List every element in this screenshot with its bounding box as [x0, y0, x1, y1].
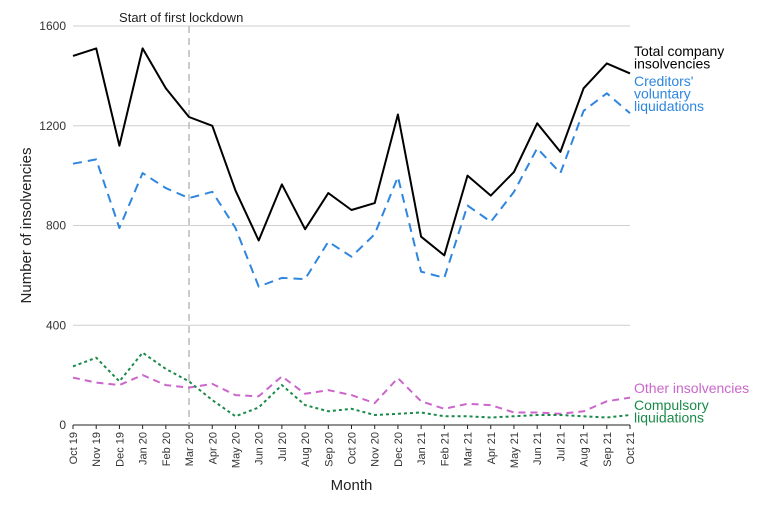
x-tick-label: Nov 20	[370, 432, 382, 467]
x-axis-title: Month	[331, 477, 373, 494]
y-tick-label: 0	[59, 418, 66, 432]
y-tick-label: 1600	[39, 19, 66, 33]
x-tick-label: Jul 21	[555, 432, 567, 461]
x-tick-label: Jan 20	[138, 432, 150, 465]
series-label: Other insolvencies	[634, 380, 749, 396]
x-tick-label: Aug 21	[579, 432, 591, 467]
y-axis-ticks: 0 400 800 1200 1600	[39, 19, 66, 432]
x-tick-label: Dec 20	[393, 432, 405, 467]
series-line-compulsory-liquidations	[72, 351, 631, 419]
lockdown-annotation: Start of first lockdown	[119, 10, 243, 425]
x-tick-label: Oct 20	[347, 432, 359, 464]
x-tick-label: Apr 20	[207, 432, 219, 464]
lockdown-annotation-label: Start of first lockdown	[119, 10, 243, 25]
x-tick-label: Feb 20	[161, 432, 173, 466]
x-tick-label: Dec 19	[114, 432, 126, 467]
x-tick-label: Jul 20	[277, 432, 289, 461]
x-tick-label: Feb 21	[439, 432, 451, 466]
series-label: Creditors' voluntary liquidations	[634, 73, 704, 114]
x-axis-ticks: Oct 19 Nov 19 Dec 19 Jan 20 Feb 20 Mar 20 Apr …	[68, 425, 637, 468]
x-tick-label: Jun 20	[254, 432, 266, 465]
x-tick-label: Apr 21	[486, 432, 498, 464]
y-tick-label: 800	[46, 219, 66, 233]
x-tick-label: Mar 21	[463, 432, 475, 466]
series-label: Total company insolvencies	[634, 43, 724, 72]
x-tick-label: May 20	[230, 432, 242, 468]
grid-lines	[73, 25, 630, 326]
series-lines	[72, 47, 631, 419]
y-axis-title: Number of insolvencies	[18, 148, 35, 304]
x-tick-label: Oct 21	[625, 432, 637, 464]
x-tick-label: Nov 19	[91, 432, 103, 467]
x-tick-label: Jun 21	[532, 432, 544, 465]
series-line-creditors-voluntary-liquidations	[72, 92, 631, 288]
series-line-other-insolvencies	[72, 374, 631, 415]
x-tick-label: Sep 20	[323, 432, 335, 467]
x-tick-label: Aug 20	[300, 432, 312, 467]
x-tick-label: Jan 21	[416, 432, 428, 465]
y-tick-label: 1200	[39, 119, 66, 133]
x-tick-label: Oct 19	[68, 432, 80, 464]
series-line-total-company-insolvencies	[72, 47, 631, 257]
series-label: Compulsory liquidations	[634, 397, 709, 426]
y-tick-label: 400	[46, 318, 66, 332]
x-tick-label: Sep 21	[602, 432, 614, 467]
x-tick-label: Mar 20	[184, 432, 196, 466]
x-tick-label: May 21	[509, 432, 521, 468]
